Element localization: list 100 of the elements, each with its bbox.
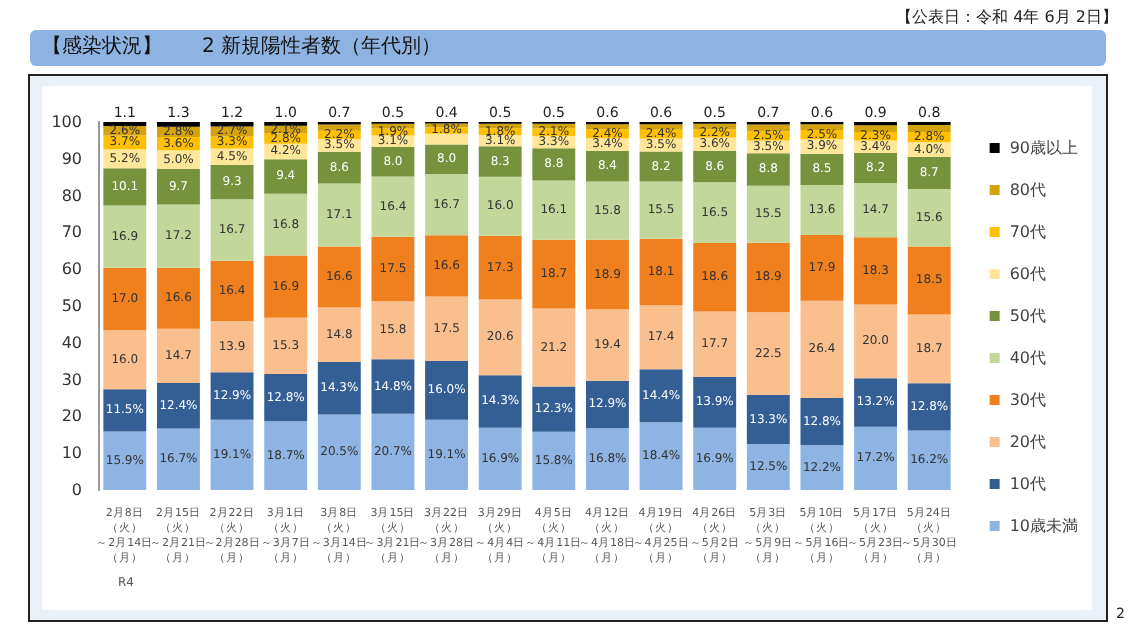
bar — [264, 159, 308, 194]
y-tick-label: 0 — [71, 481, 82, 499]
y-tick-label: 30 — [61, 370, 82, 389]
bar — [639, 238, 683, 306]
bar — [478, 427, 522, 490]
bar — [264, 374, 308, 422]
chart-title: 【感染状況】 2 新規陽性者数（年代別） — [30, 30, 1106, 66]
legend-label: 70代 — [1009, 223, 1047, 241]
legend-label: 10歳未満 — [1009, 517, 1079, 535]
bar — [103, 267, 147, 331]
bar — [425, 144, 469, 174]
y-tick-label: 80 — [61, 186, 82, 205]
bar — [639, 305, 683, 370]
y-tick-label: 90 — [61, 149, 82, 168]
bar — [800, 153, 844, 185]
bar — [585, 124, 629, 130]
bar — [585, 239, 629, 310]
bar — [693, 427, 737, 490]
bar — [156, 204, 200, 268]
bar — [264, 193, 308, 256]
bar — [854, 183, 898, 238]
bar — [317, 307, 361, 362]
bar — [800, 124, 844, 131]
y-tick-label: 60 — [61, 260, 82, 279]
y-tick-label: 10 — [61, 444, 82, 463]
bar — [800, 300, 844, 398]
text: 【公表日：令和 4年 6月 2日】 — [896, 6, 1118, 28]
bar — [907, 314, 951, 384]
legend-label: 30代 — [1009, 391, 1047, 409]
bar — [371, 359, 415, 414]
bar — [854, 152, 898, 184]
bar — [425, 419, 469, 490]
bar — [371, 147, 415, 177]
bar — [907, 246, 951, 315]
y-tick-label: 20 — [61, 407, 82, 426]
bar — [103, 330, 147, 390]
bar — [371, 176, 415, 237]
bar — [746, 185, 790, 243]
bar — [693, 376, 737, 428]
bar — [746, 312, 790, 396]
bar — [371, 413, 415, 490]
legend-label: 10代 — [1009, 475, 1047, 493]
bar — [907, 188, 951, 247]
y-tick-label: 50 — [61, 297, 82, 315]
bar — [478, 299, 522, 376]
bar — [800, 398, 844, 446]
legend-label: 50代 — [1009, 307, 1047, 325]
bar — [532, 431, 576, 490]
bar — [800, 445, 844, 490]
bar — [907, 124, 951, 132]
bar — [532, 308, 576, 387]
bar — [425, 360, 469, 420]
bar — [478, 146, 522, 177]
bar — [854, 304, 898, 379]
bar — [210, 372, 254, 420]
bar — [264, 421, 308, 490]
bar — [425, 133, 469, 145]
bar — [371, 236, 415, 302]
bar — [103, 431, 147, 490]
bar — [317, 361, 361, 415]
bar — [317, 414, 361, 490]
bar — [317, 183, 361, 247]
bar — [746, 153, 790, 186]
y-tick-label: 100 — [51, 113, 82, 131]
bar — [907, 156, 951, 189]
bar — [585, 181, 629, 240]
bar — [800, 184, 844, 235]
bar — [854, 237, 898, 305]
bar — [639, 181, 683, 239]
bar — [800, 234, 844, 301]
bar — [639, 422, 683, 490]
legend-label: 40代 — [1009, 349, 1047, 367]
bar — [156, 382, 200, 429]
bar — [210, 321, 254, 373]
bar — [317, 246, 361, 308]
bar — [156, 328, 200, 383]
bar — [854, 125, 898, 132]
bar — [693, 182, 737, 244]
bar — [532, 239, 576, 309]
y-tick-label: 70 — [61, 223, 82, 242]
bar — [746, 395, 790, 444]
bar — [478, 375, 522, 428]
bar — [639, 124, 683, 130]
bar — [907, 430, 951, 490]
y-tick-label: 40 — [61, 333, 82, 352]
bar — [156, 428, 200, 490]
legend-label: 20代 — [1009, 433, 1047, 451]
bar — [210, 260, 254, 322]
bar — [854, 426, 898, 490]
bar — [103, 168, 147, 206]
bar — [478, 235, 522, 300]
bar — [585, 428, 629, 490]
bar — [425, 173, 469, 236]
bar — [693, 243, 737, 312]
bar — [585, 309, 629, 381]
bar — [746, 444, 790, 490]
bar — [156, 168, 200, 205]
bar — [532, 148, 576, 181]
legend-label: 90歳以上 — [1009, 139, 1079, 157]
bar — [425, 296, 469, 361]
